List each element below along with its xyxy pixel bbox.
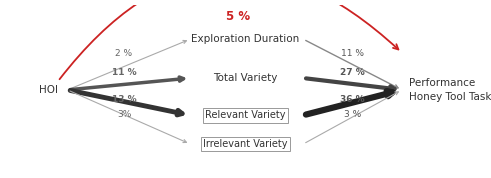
Text: 5 %: 5 %: [226, 11, 250, 23]
Text: Performance
Honey Tool Task: Performance Honey Tool Task: [409, 78, 491, 102]
Text: Total Variety: Total Variety: [213, 73, 278, 83]
Text: 36 %: 36 %: [340, 95, 365, 104]
Text: 11 %: 11 %: [111, 68, 136, 77]
Text: 27 %: 27 %: [340, 68, 365, 77]
Text: Exploration Duration: Exploration Duration: [191, 34, 300, 44]
Text: 3%: 3%: [117, 110, 131, 119]
Text: 3 %: 3 %: [344, 110, 361, 119]
Text: 11 %: 11 %: [341, 49, 364, 58]
Text: 2 %: 2 %: [115, 49, 133, 58]
FancyArrowPatch shape: [59, 0, 398, 79]
Text: HOI: HOI: [39, 85, 58, 95]
Text: Relevant Variety: Relevant Variety: [205, 110, 286, 120]
Text: 13 %: 13 %: [111, 95, 136, 104]
Text: Irrelevant Variety: Irrelevant Variety: [203, 139, 288, 149]
